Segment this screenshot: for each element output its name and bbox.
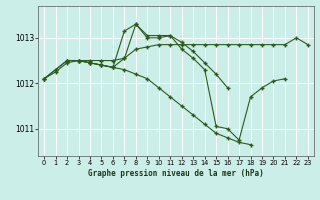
X-axis label: Graphe pression niveau de la mer (hPa): Graphe pression niveau de la mer (hPa) <box>88 169 264 178</box>
